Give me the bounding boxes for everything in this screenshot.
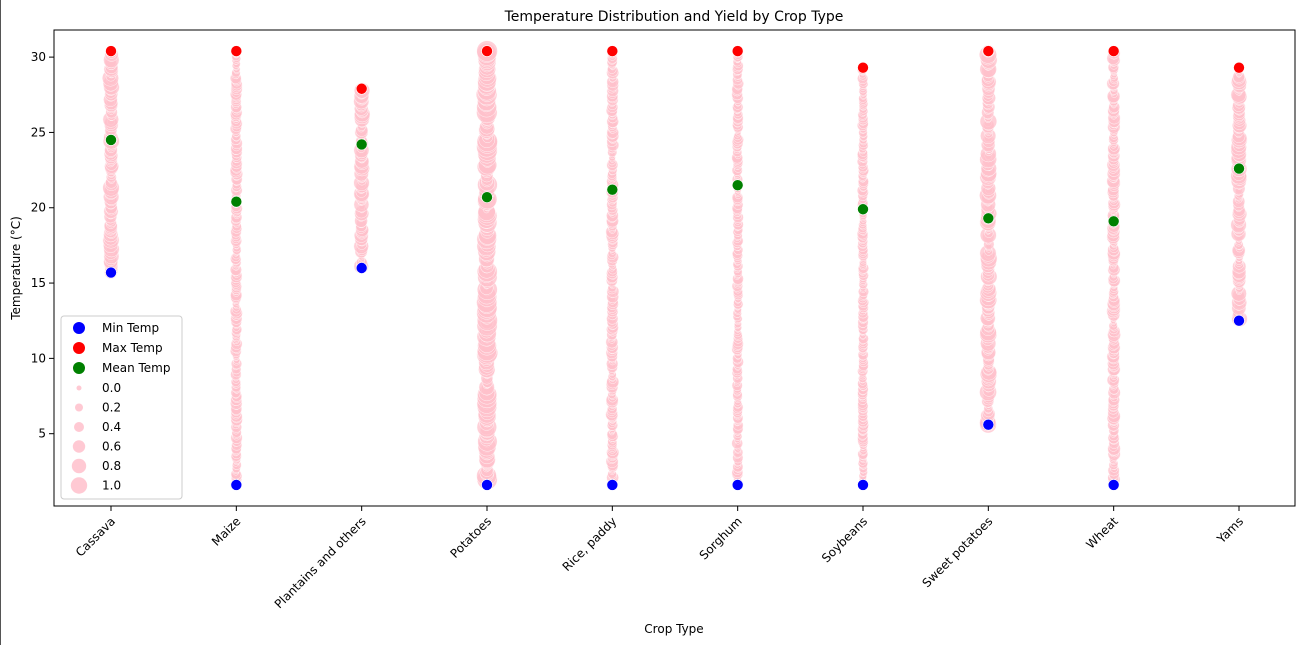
max-temp-point [481,45,493,57]
legend-label: 0.2 [102,401,121,415]
y-tick-label: 25 [31,125,46,139]
mean-temp-point [1107,215,1120,228]
chart-marks [102,40,1248,491]
legend-marker-yield-size [72,440,86,453]
min-temp-point [230,479,243,491]
chart-title: Temperature Distribution and Yield by Cr… [504,9,844,25]
max-temp-point [105,45,117,57]
yield-dots-plantains-and-others [353,82,371,274]
mean-temp-point [1233,162,1245,175]
legend-label: 0.8 [102,459,121,473]
legend-label: Mean Temp [102,361,171,375]
max-temp-point [982,45,995,57]
yield-dots-sorghum [731,46,744,490]
yield-dots-potatoes [475,40,498,491]
legend-label: 0.6 [102,440,121,454]
max-temp-point [606,45,619,57]
mean-temp-point [606,183,619,196]
y-axis-label: Temperature (°C) [9,216,23,321]
min-temp-point [731,479,744,491]
legend-marker-yield-size [70,477,88,494]
y-tick-label: 5 [38,427,46,441]
max-temp-point [1233,61,1245,74]
max-temp-point [1107,45,1120,57]
min-temp-point [982,418,995,431]
max-temp-point [857,61,869,74]
legend-marker-mean-temp [73,362,85,374]
min-temp-point [1107,479,1120,491]
yield-dots-rice-paddy [605,46,620,491]
y-tick-label: 30 [31,50,46,64]
legend-label: 0.0 [102,381,121,395]
min-temp-point [1233,314,1245,327]
min-temp-point [355,262,368,274]
min-temp-point [606,479,619,491]
plot-frame [53,29,1296,507]
legend-marker-max-temp [73,342,85,354]
x-axis-label: Crop Type [644,622,703,636]
max-temp-point [731,45,744,57]
yield-dots-maize [229,47,243,489]
mean-temp-point [481,191,493,204]
min-temp-point [105,266,117,279]
legend-marker-yield-size [75,403,83,412]
legend: Min Temp Max Temp Mean Temp 0.0 0.2 0.4 0.6 0.8… [60,315,183,500]
mean-temp-point [857,203,869,216]
min-temp-point [481,479,493,491]
legend-label: 0.4 [102,420,121,434]
mean-temp-point [105,134,117,146]
legend-marker-min-temp [73,322,85,334]
mean-temp-point [982,212,995,225]
y-tick-label: 15 [31,276,46,290]
yield-dots-soybeans [856,63,869,489]
mean-temp-point [355,138,368,151]
y-tick-label: 20 [31,201,46,215]
max-temp-point [230,45,243,57]
legend-label: Max Temp [102,341,163,355]
y-axis-ticks: 5 10 15 20 25 30 [31,50,54,441]
legend-marker-yield-size [71,458,87,474]
mean-temp-point [731,179,744,191]
mean-temp-point [230,195,243,208]
legend-box [60,315,183,500]
legend-marker-yield-size [76,385,82,391]
legend-label: 1.0 [102,479,121,493]
legend-marker-yield-size [74,422,84,432]
yield-dots-wheat [1106,46,1121,489]
y-tick-label: 10 [31,351,46,365]
max-temp-point [355,82,368,95]
legend-label: Min Temp [102,321,159,335]
min-temp-point [857,479,869,491]
